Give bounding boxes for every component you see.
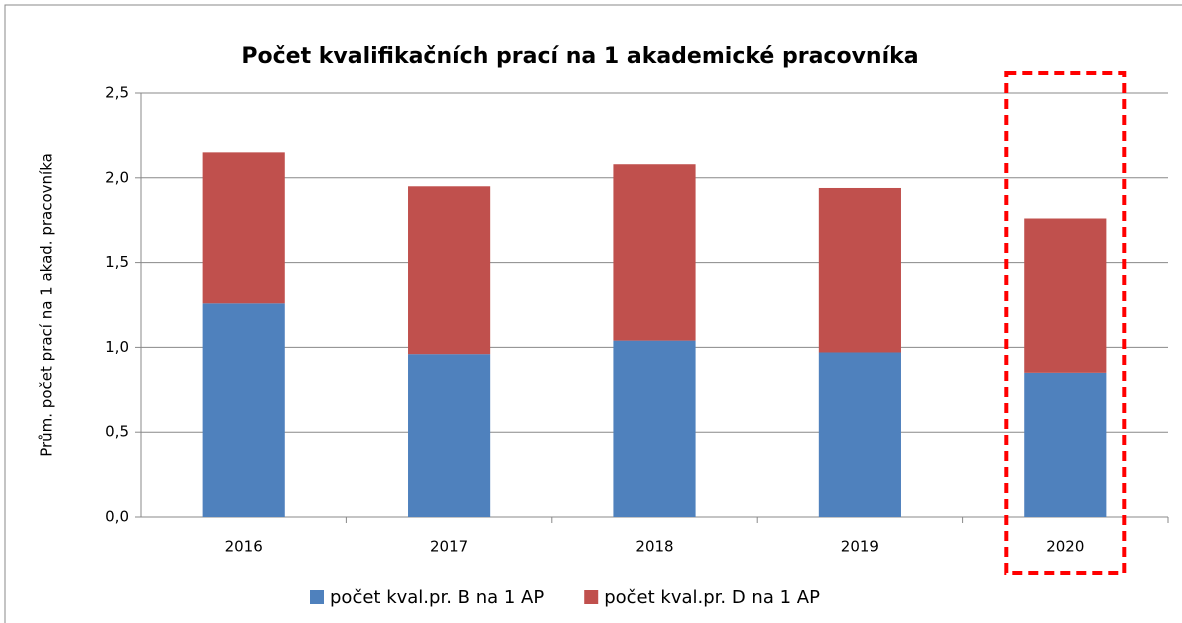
- y-axis-title: Prům. počet prací na 1 akad. pracovníka: [38, 153, 56, 457]
- chart-title: Počet kvalifikačních prací na 1 akademic…: [241, 44, 918, 69]
- bar-segment: [818, 352, 901, 517]
- y-tick-label: 0,5: [105, 423, 129, 441]
- y-tick-label: 0,0: [105, 508, 129, 526]
- bar-segment: [1024, 372, 1107, 517]
- bar-segment: [202, 152, 285, 304]
- y-tick-label: 1,5: [105, 253, 129, 271]
- legend-swatch: [310, 590, 324, 604]
- chart-frame: [4, 4, 1182, 623]
- legend-swatch: [584, 590, 599, 604]
- highlight-box: [1004, 71, 1127, 575]
- bar-segment: [1024, 218, 1107, 373]
- x-tick-label: 2016: [225, 538, 263, 556]
- bar-segment: [818, 187, 901, 353]
- x-tick-label: 2018: [635, 538, 673, 556]
- bar-segment: [613, 164, 696, 341]
- bar-segment: [613, 340, 696, 517]
- legend-label: počet kval.pr. D na 1 AP: [604, 587, 820, 608]
- bar-segment: [408, 186, 491, 355]
- bar-segment: [202, 303, 285, 517]
- x-tick-label: 2019: [841, 538, 879, 556]
- bar-segment: [408, 354, 491, 517]
- y-tick-label: 2,0: [105, 168, 129, 186]
- x-tick-label: 2020: [1046, 538, 1084, 556]
- y-tick-label: 1,0: [105, 338, 129, 356]
- x-tick-label: 2017: [430, 538, 468, 556]
- legend-label: počet kval.pr. B na 1 AP: [330, 587, 544, 608]
- y-tick-label: 2,5: [105, 84, 129, 102]
